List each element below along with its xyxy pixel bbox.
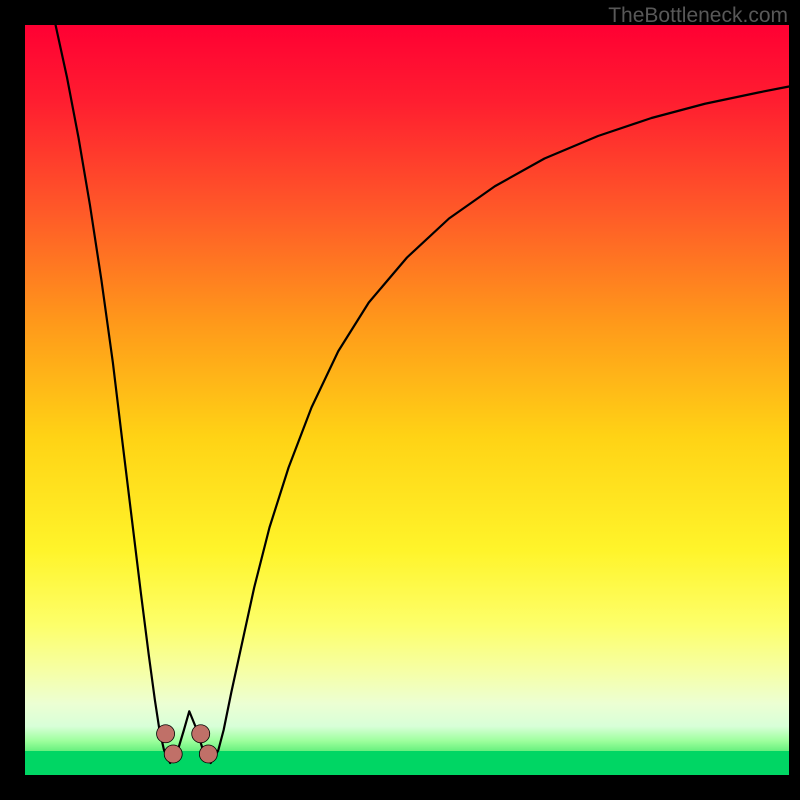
watermark-text: TheBottleneck.com	[608, 4, 788, 28]
trough-marker	[192, 725, 210, 743]
gradient-background	[25, 25, 789, 775]
gradient-curve-plot	[0, 0, 800, 800]
trough-marker	[164, 745, 182, 763]
bottom-green-strip	[25, 751, 789, 775]
trough-marker	[157, 725, 175, 743]
chart-frame: TheBottleneck.com	[0, 0, 800, 800]
trough-marker	[199, 745, 217, 763]
